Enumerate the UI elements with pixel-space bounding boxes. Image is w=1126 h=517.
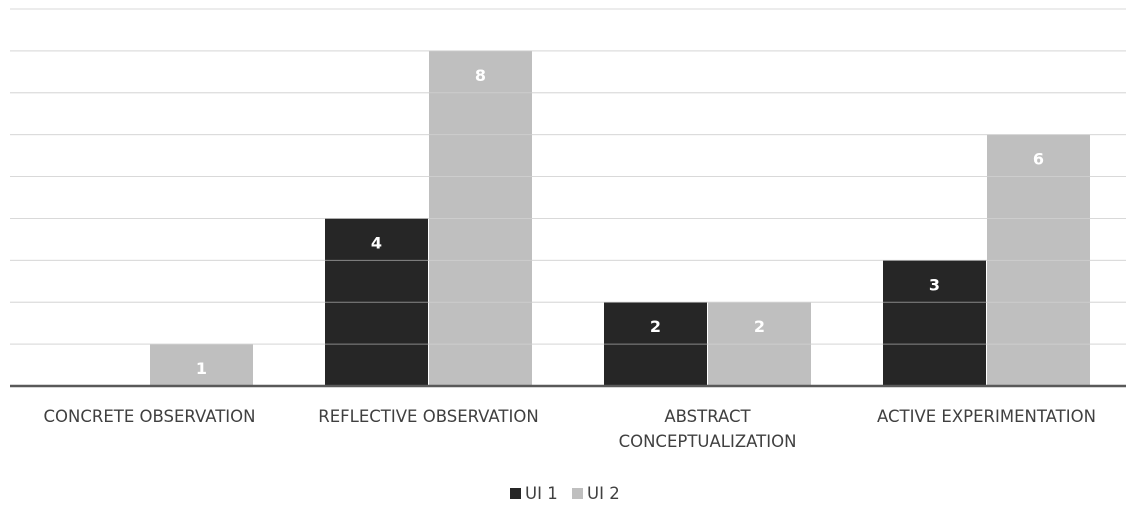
category-label: ACTIVE EXPERIMENTATION [877, 407, 1096, 426]
data-label: 6 [1033, 150, 1044, 169]
legend: UI 1 UI 2 [510, 484, 620, 503]
category-label: CONCRETE OBSERVATION [43, 407, 255, 426]
data-label: 1 [196, 359, 207, 378]
legend-swatch [510, 488, 521, 499]
bar-ui-2-0 [150, 344, 253, 386]
legend-label: UI 1 [525, 484, 558, 503]
legend-label: UI 2 [587, 484, 620, 503]
category-label: REFLECTIVE OBSERVATION [318, 407, 538, 426]
category-labels: CONCRETE OBSERVATION REFLECTIVE OBSERVATI… [43, 407, 1095, 451]
category-label: ABSTRACT [664, 407, 751, 426]
gridlines-overlay [10, 8, 1126, 345]
legend-swatch [572, 488, 583, 499]
category-label: CONCEPTUALIZATION [619, 432, 797, 451]
data-label: 4 [371, 233, 382, 252]
data-label: 8 [475, 66, 486, 85]
data-label: 2 [754, 317, 765, 336]
data-label: 3 [929, 275, 940, 294]
bar-ui-1-3 [883, 260, 986, 386]
data-label: 2 [650, 317, 661, 336]
